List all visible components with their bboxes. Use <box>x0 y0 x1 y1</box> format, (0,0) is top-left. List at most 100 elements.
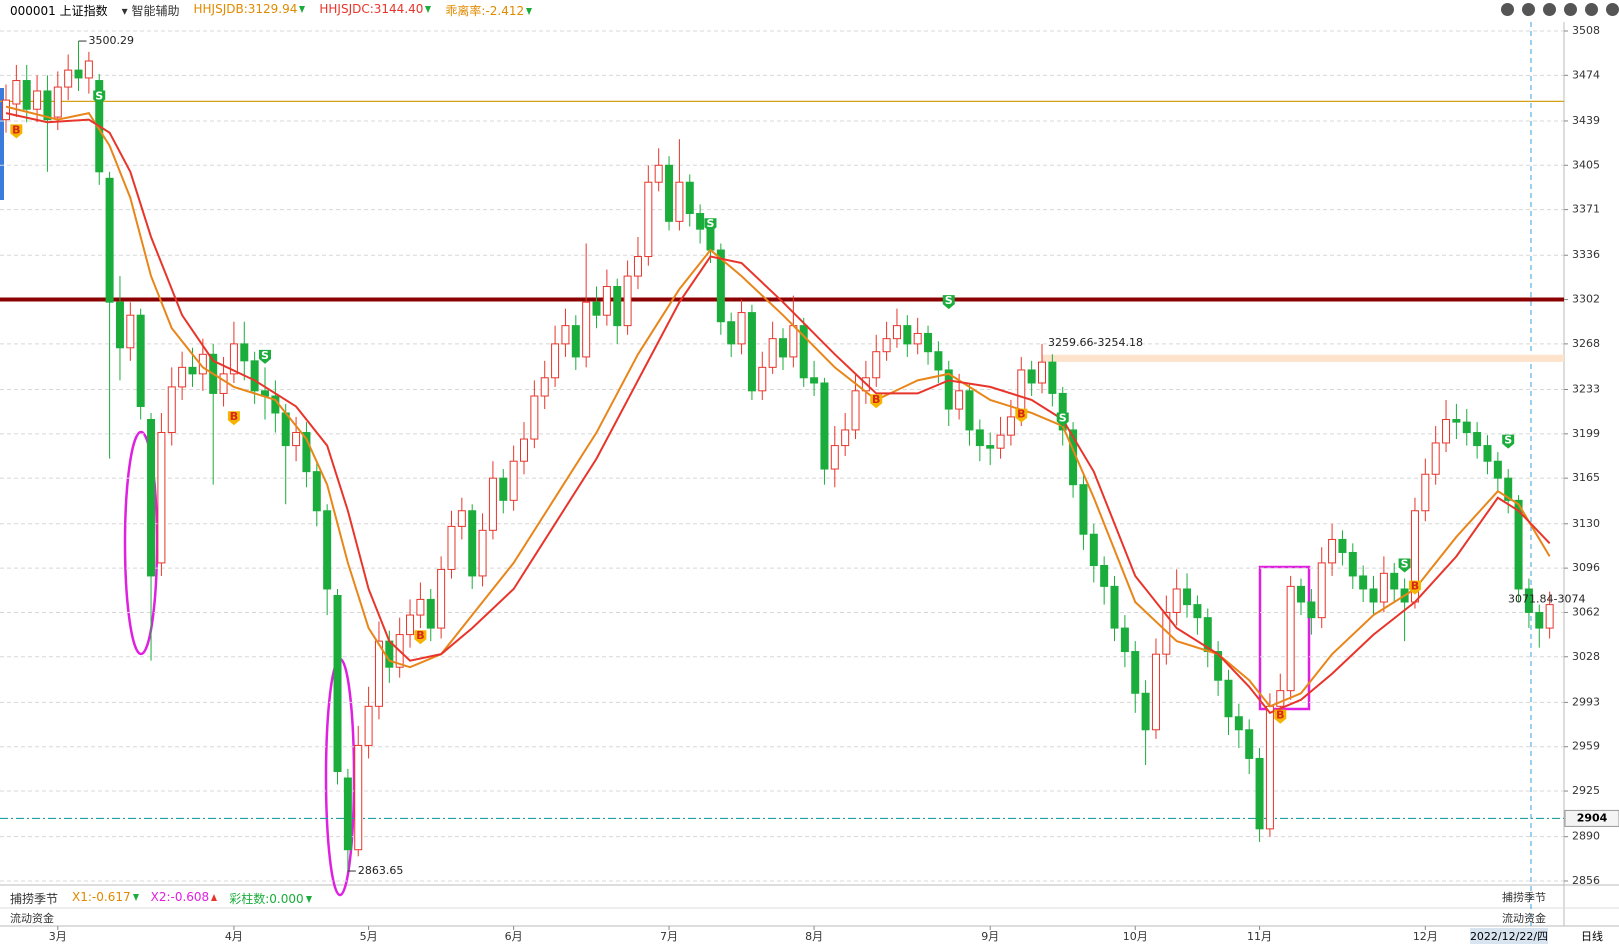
signal-label: S <box>1059 411 1067 424</box>
candle-body <box>913 332 922 345</box>
candle-body <box>1462 421 1471 434</box>
candle-body <box>406 614 415 636</box>
candle-body <box>1535 611 1544 629</box>
candle-body <box>136 314 145 407</box>
price-box-label: 2904 <box>1577 811 1608 824</box>
candle-body <box>520 438 528 462</box>
candle-body <box>530 395 539 440</box>
y-tick-label: 3268 <box>1572 337 1600 350</box>
highlight-box <box>1258 565 1311 711</box>
candle-body <box>1131 651 1140 694</box>
indicator: HHJSJDB:3129.94 <box>193 2 306 19</box>
arrow-icon <box>305 895 312 903</box>
candle-body <box>903 325 912 345</box>
date-box <box>1470 928 1548 944</box>
candle-body <box>1245 729 1254 759</box>
icon[interactable] <box>1522 3 1535 16</box>
candle-body <box>33 90 42 110</box>
candle-body <box>157 432 166 564</box>
candle-body <box>685 181 694 215</box>
panel-item-text: X1:-0.617 <box>72 889 131 904</box>
candle-body <box>996 434 1005 449</box>
candle-body <box>582 301 591 358</box>
candle-body <box>22 80 31 110</box>
icon[interactable] <box>1543 3 1556 16</box>
indicators: HHJSJDB:3129.94 HHJSJDC:3144.40 乖离率:-2.412 <box>193 2 533 19</box>
candle-body <box>747 312 756 392</box>
fund-title: 流动资金 <box>10 911 54 925</box>
candle-body <box>675 181 684 222</box>
candle-body <box>758 366 767 392</box>
signal-label: B <box>12 123 20 136</box>
indicator: HHJSJDC:3144.40 <box>319 2 432 19</box>
candle-body <box>105 177 114 303</box>
candle-body <box>654 164 663 183</box>
candle-body <box>551 343 560 379</box>
candle-body <box>74 69 83 79</box>
candle-body <box>1265 705 1274 830</box>
signal-badge <box>93 90 106 105</box>
candle-body <box>1110 585 1119 629</box>
y-tick-label: 3336 <box>1572 248 1600 261</box>
signal-label: B <box>1017 408 1025 421</box>
candle-body <box>292 432 301 447</box>
signal-label: B <box>416 629 424 642</box>
candle-body <box>1431 442 1440 475</box>
icon[interactable] <box>1606 3 1619 16</box>
candle-body <box>12 80 21 105</box>
signal-badge <box>259 349 271 364</box>
candle-body <box>1369 588 1378 603</box>
x-tick-label: 10月 <box>1123 930 1148 943</box>
candle-body <box>302 432 311 473</box>
x-tick-label: 7月 <box>660 930 678 943</box>
candle-body <box>602 286 611 316</box>
y-tick-label: 3233 <box>1572 383 1600 396</box>
panel-item-text: X2:-0.608 <box>150 889 210 904</box>
candle-body <box>623 275 632 327</box>
candle-body <box>343 777 352 851</box>
signal-badge <box>870 394 883 409</box>
candle-body <box>219 373 228 394</box>
candle-body <box>882 338 891 353</box>
candle-body <box>841 429 850 447</box>
candle-body <box>1027 369 1036 384</box>
candle-body <box>789 325 798 358</box>
icon[interactable] <box>1585 3 1598 16</box>
signal-label: S <box>945 294 953 307</box>
candle-body <box>1141 692 1150 731</box>
signal-badge <box>1502 434 1515 449</box>
y-tick-label: 3474 <box>1572 68 1600 81</box>
candle-body <box>1214 651 1223 681</box>
symbol: 000001 上证指数 <box>10 3 108 18</box>
candle-body <box>1421 473 1430 512</box>
candle-body <box>84 60 93 79</box>
candle-body <box>716 249 725 323</box>
candle-body <box>1504 477 1513 501</box>
candle-body <box>385 640 394 668</box>
candle-body <box>416 598 425 616</box>
highlight-ellipse <box>123 430 159 656</box>
panel-title: 捕捞季节 <box>10 891 59 906</box>
candle-body <box>1224 679 1233 718</box>
candle-body <box>934 351 943 371</box>
period-label: 日线 <box>1581 929 1603 943</box>
icon[interactable] <box>1564 3 1577 16</box>
candle-body <box>924 332 933 353</box>
y-tick-label: 2925 <box>1572 784 1600 797</box>
candle-body <box>799 325 808 379</box>
signal-label: B <box>230 410 238 423</box>
icon[interactable] <box>1501 3 1514 16</box>
signal-label: S <box>95 89 103 102</box>
candle-body <box>1058 392 1067 431</box>
candle-body <box>53 86 62 118</box>
y-tick-label: 3371 <box>1572 203 1600 216</box>
candle-body <box>1317 562 1326 619</box>
candle-body <box>613 286 622 327</box>
right-label: 3071.84-3074 <box>1508 593 1585 606</box>
candle-body <box>768 338 777 368</box>
candle-body <box>965 390 974 431</box>
candle-body <box>1379 572 1388 603</box>
y-tick-label: 3199 <box>1572 427 1600 440</box>
candle-body <box>478 529 487 577</box>
assist[interactable]: ▾ 智能辅助 <box>121 3 180 18</box>
